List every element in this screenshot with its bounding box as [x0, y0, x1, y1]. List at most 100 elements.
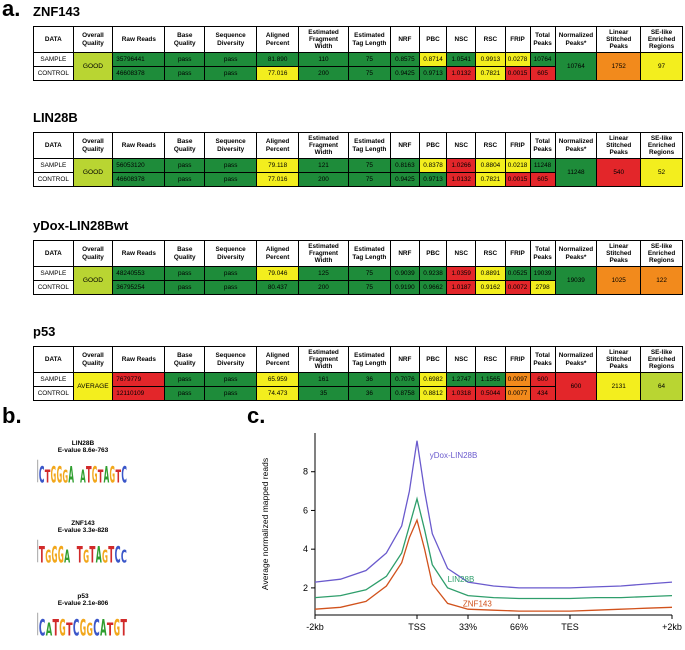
- logo-letter: T: [66, 620, 73, 637]
- table-cell: 605: [530, 67, 555, 81]
- table-cell: pass: [165, 67, 205, 81]
- column-header: Sequence Diversity: [205, 133, 257, 159]
- column-header: Estimated Tag Length: [349, 27, 391, 53]
- logo-letter: C: [73, 615, 79, 637]
- logo-letter: C: [121, 547, 127, 564]
- column-header: Aligned Percent: [257, 241, 299, 267]
- table-cell: 36: [349, 387, 391, 401]
- table-cell: 161: [298, 373, 348, 387]
- column-header: NSC: [447, 347, 476, 373]
- column-header: SE-like Enriched Regions: [641, 133, 683, 159]
- logo-letter: G: [110, 462, 116, 484]
- logo-letter: C: [121, 462, 127, 484]
- column-header: Estimated Fragment Width: [298, 133, 348, 159]
- series-label: LIN28B: [448, 575, 475, 584]
- table-cell: 10764: [530, 53, 555, 67]
- motif-evalue: E-value 8.6e-763: [28, 447, 138, 454]
- logo-letter: G: [51, 462, 57, 484]
- table-cell: 0.9713: [419, 173, 446, 187]
- logo-letter: A: [46, 620, 53, 637]
- column-header: Estimated Fragment Width: [298, 347, 348, 373]
- overall-quality-cell: GOOD: [73, 53, 113, 81]
- logo-letter: C: [39, 615, 45, 637]
- column-header: PBC: [419, 27, 446, 53]
- table-cell: pass: [205, 53, 257, 67]
- column-header: NRF: [390, 133, 419, 159]
- logo-letter: T: [77, 542, 83, 564]
- column-header: Aligned Percent: [257, 133, 299, 159]
- panel-label-a: a.: [2, 0, 20, 22]
- motif-evalue: E-value 3.3e-828: [28, 527, 138, 534]
- logo-letter: T: [108, 542, 114, 564]
- column-header: FRIP: [505, 241, 530, 267]
- column-header: Overall Quality: [73, 347, 113, 373]
- y-tick-label: 2: [303, 583, 308, 593]
- table-cell: 200: [298, 173, 348, 187]
- logo-letter: A: [96, 542, 102, 564]
- table-cell: pass: [205, 373, 257, 387]
- table-cell: 0.0015: [505, 173, 530, 187]
- column-header: Total Peaks: [530, 133, 555, 159]
- column-header: Estimated Fragment Width: [298, 241, 348, 267]
- table-title: p53: [33, 324, 55, 339]
- overall-quality-cell: AVERAGE: [73, 373, 113, 401]
- motif-evalue: E-value 2.1e-806: [28, 600, 138, 607]
- logo-letter: G: [92, 462, 98, 484]
- logo-letter: T: [39, 542, 45, 564]
- series-label: ZNF143: [463, 599, 492, 608]
- row-label: SAMPLE: [34, 267, 74, 281]
- table-cell: 0.9039: [390, 267, 419, 281]
- x-tick-label: +2kb: [662, 622, 682, 632]
- table-cell: 1.1565: [476, 373, 505, 387]
- table-cell: 0.9662: [419, 281, 446, 295]
- table-cell: pass: [165, 53, 205, 67]
- column-header: Estimated Fragment Width: [298, 27, 348, 53]
- table-cell: 81.890: [257, 53, 299, 67]
- logo-letter: G: [114, 615, 120, 637]
- table-cell: 56053120: [113, 159, 165, 173]
- x-tick-label: -2kb: [306, 622, 324, 632]
- table-cell: 0.8575: [390, 53, 419, 67]
- logo-letter: G: [57, 462, 63, 484]
- column-header: SE-like Enriched Regions: [641, 347, 683, 373]
- linear-stitched-cell: 1025: [597, 267, 641, 295]
- table-cell: 0.9713: [419, 67, 446, 81]
- series-line-lin28b: [315, 499, 672, 599]
- column-header: NRF: [390, 241, 419, 267]
- column-header: DATA: [34, 27, 74, 53]
- logo-letter: G: [86, 620, 92, 637]
- linear-stitched-cell: 540: [597, 159, 641, 187]
- table-cell: 1.0318: [447, 387, 476, 401]
- column-header: Raw Reads: [113, 133, 165, 159]
- column-header: PBC: [419, 347, 446, 373]
- table-cell: pass: [165, 281, 205, 295]
- column-header: FRIP: [505, 133, 530, 159]
- table-cell: 125: [298, 267, 348, 281]
- column-header: Base Quality: [165, 241, 205, 267]
- column-header: RSC: [476, 133, 505, 159]
- table-cell: 1.2747: [447, 373, 476, 387]
- column-header: RSC: [476, 27, 505, 53]
- overall-quality-cell: GOOD: [73, 267, 113, 295]
- table-cell: 0.9162: [476, 281, 505, 295]
- table-cell: 0.8804: [476, 159, 505, 173]
- table-cell: 35796441: [113, 53, 165, 67]
- logo-letter: G: [59, 615, 65, 637]
- table-cell: 11248: [530, 159, 555, 173]
- logo-letter: G: [52, 542, 58, 564]
- column-header: Estimated Tag Length: [349, 347, 391, 373]
- table-cell: 0.9238: [419, 267, 446, 281]
- table-cell: 75: [349, 159, 391, 173]
- row-label: SAMPLE: [34, 53, 74, 67]
- logo-letter: T: [86, 462, 92, 484]
- column-header: PBC: [419, 133, 446, 159]
- column-header: FRIP: [505, 27, 530, 53]
- table-cell: 75: [349, 281, 391, 295]
- column-header: Total Peaks: [530, 347, 555, 373]
- table-cell: 121: [298, 159, 348, 173]
- column-header: Normalized Peaks*: [555, 27, 597, 53]
